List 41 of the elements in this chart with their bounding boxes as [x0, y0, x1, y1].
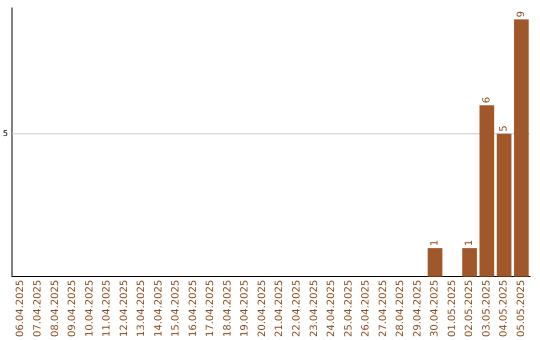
- data-label: 6: [481, 96, 492, 104]
- bar: [479, 105, 494, 277]
- x-tick-label: 10.04.2025: [84, 280, 96, 338]
- x-tick-label: 30.04.2025: [430, 280, 441, 338]
- x-tick-label: 07.04.2025: [32, 280, 44, 338]
- bar: [496, 134, 512, 277]
- x-tick-label: 19.04.2025: [240, 280, 251, 338]
- x-tick-label: 16.04.2025: [188, 280, 199, 338]
- x-tick-label: 18.04.2025: [222, 280, 234, 338]
- x-tick-label: 05.05.2025: [516, 280, 527, 338]
- x-tick-label: 26.04.2025: [360, 280, 372, 338]
- data-label: 9: [516, 11, 527, 18]
- x-tick-label: 06.04.2025: [15, 280, 26, 338]
- x-tick-label: 14.04.2025: [153, 280, 164, 338]
- x-tick-label: 03.05.2025: [481, 280, 492, 338]
- x-tick-label: 20.04.2025: [256, 280, 268, 338]
- x-tick-label: 15.04.2025: [170, 280, 182, 338]
- x-tick-label: 29.04.2025: [412, 280, 424, 338]
- x-tick-label: 21.04.2025: [274, 280, 286, 338]
- bar: [462, 248, 477, 277]
- x-tick-label: 12.04.2025: [118, 280, 130, 338]
- x-tick-label: 22.04.2025: [291, 280, 302, 338]
- x-tick-label: 09.04.2025: [67, 280, 78, 338]
- x-tick-label: 02.05.2025: [464, 280, 476, 338]
- x-tick-label: 17.04.2025: [205, 280, 216, 338]
- data-label: 5: [498, 125, 510, 132]
- x-tick-label: 28.04.2025: [395, 280, 406, 338]
- x-tick-label: 08.04.2025: [50, 280, 61, 338]
- x-tick-label: 27.04.2025: [378, 280, 389, 338]
- x-tick-label: 04.05.2025: [498, 280, 510, 338]
- x-tick-label: 01.05.2025: [446, 280, 458, 338]
- ref-line-label: 5: [2, 128, 8, 138]
- x-tick-label: 11.04.2025: [102, 280, 113, 338]
- data-label: 1: [430, 240, 441, 246]
- x-tick-label: 24.04.2025: [326, 280, 338, 338]
- x-tick-label: 13.04.2025: [136, 280, 148, 338]
- bar: [514, 19, 529, 277]
- data-label: 1: [464, 240, 476, 246]
- bar: [428, 248, 442, 277]
- x-tick-label: 25.04.2025: [343, 280, 354, 338]
- x-tick-label: 23.04.2025: [308, 280, 320, 338]
